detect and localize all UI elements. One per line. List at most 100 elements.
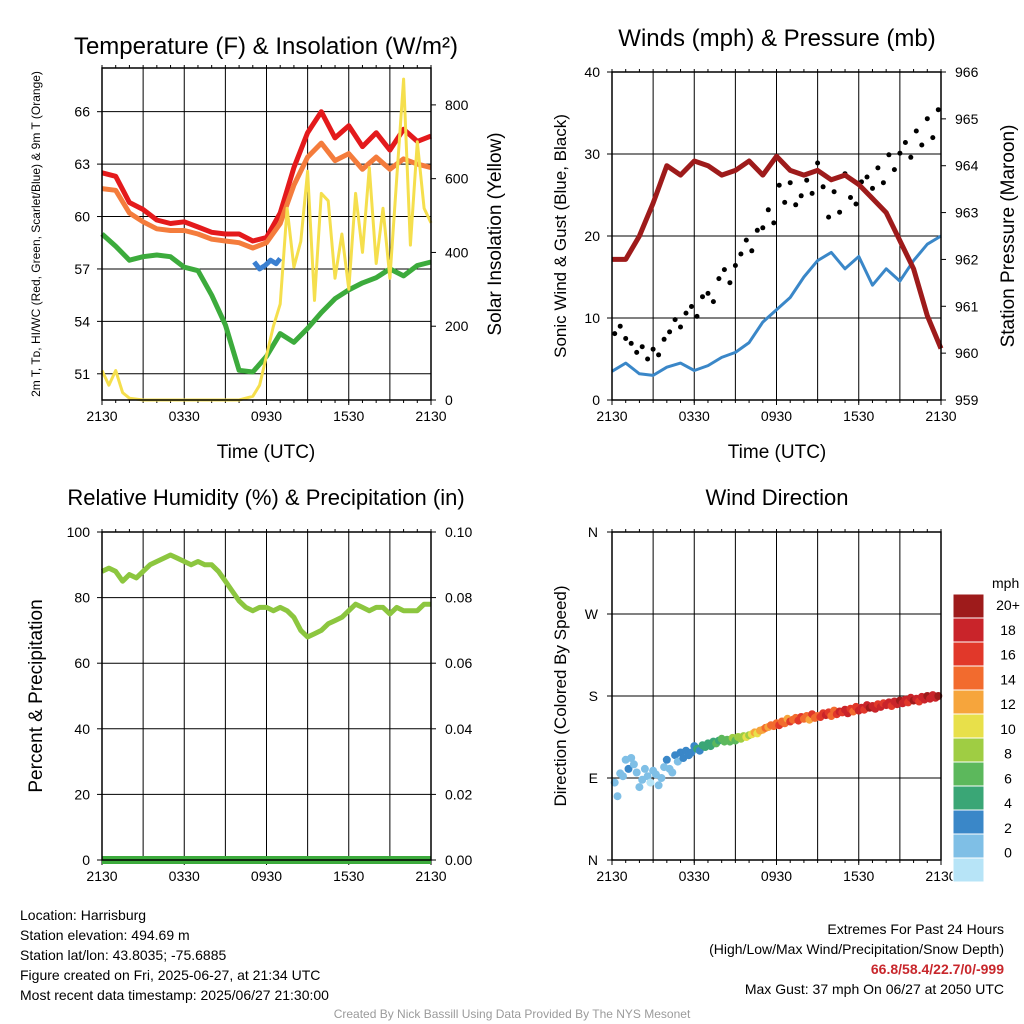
wind-ytick-right-label: 959 bbox=[955, 392, 979, 408]
direction-point bbox=[632, 768, 641, 777]
rh-xtick-label: 1530 bbox=[333, 868, 364, 884]
wind-ytick-right-label: 963 bbox=[955, 205, 979, 221]
rh-ytick-label: 100 bbox=[67, 524, 91, 540]
temp-ylabel-right: Solar Insolation (Yellow) bbox=[485, 132, 506, 335]
wind-ylabel-right: Station Pressure (Maroon) bbox=[998, 125, 1019, 348]
gust-point bbox=[705, 290, 711, 296]
gust-point bbox=[919, 142, 925, 148]
gust-point bbox=[776, 182, 782, 188]
rh-ytick-right-label: 0.10 bbox=[445, 524, 472, 540]
gust-point bbox=[694, 313, 700, 319]
direction-point bbox=[635, 783, 644, 792]
temp-ylabel-left: 2m T, Tᴅ, HI/WC (Red, Green, Scarlet/Blu… bbox=[29, 71, 43, 397]
gust-point bbox=[672, 317, 678, 323]
temp-ytick-right-label: 0 bbox=[445, 392, 453, 408]
colorbar-label: 14 bbox=[1000, 671, 1016, 687]
gust-point bbox=[787, 180, 793, 186]
location-text: Location: Harrisburg bbox=[20, 907, 147, 923]
rh-ytick-label: 40 bbox=[74, 721, 90, 737]
colorbar-label: 12 bbox=[1000, 696, 1016, 712]
gust-point bbox=[902, 140, 908, 145]
temp-ytick-label: 60 bbox=[74, 209, 90, 225]
dir-ytick-label: N bbox=[588, 852, 598, 868]
wind-ytick-label: 20 bbox=[584, 228, 600, 244]
max-gust-text: Max Gust: 37 mph On 06/27 at 2050 UTC bbox=[744, 981, 1004, 997]
gust-point bbox=[754, 227, 760, 233]
gust-point bbox=[837, 209, 843, 215]
elevation-text: Station elevation: 494.69 m bbox=[20, 927, 190, 943]
colorbar-label: 6 bbox=[1004, 770, 1012, 786]
gust-point bbox=[815, 160, 821, 166]
direction-point bbox=[624, 764, 633, 773]
gust-point bbox=[908, 154, 914, 160]
rh-xtick-label: 2130 bbox=[415, 868, 446, 884]
gust-point bbox=[727, 280, 733, 286]
temp-xtick-label: 1530 bbox=[333, 408, 364, 424]
direction-point bbox=[657, 774, 666, 782]
wind-ytick-right-label: 966 bbox=[955, 64, 979, 80]
rh-plot: 0 20 40 60 80 100 0.00 0.02 0.04 0.06 0.08 0.10 2130… bbox=[26, 485, 472, 884]
direction-point bbox=[619, 772, 627, 781]
rh-ytick-right-label: 0.06 bbox=[445, 655, 472, 671]
wind-ytick-right-label: 961 bbox=[955, 298, 979, 314]
wind-xtick-label: 0330 bbox=[679, 408, 710, 424]
gust-point bbox=[913, 128, 919, 134]
wind-frame bbox=[611, 71, 942, 401]
extremes-values: 66.8/58.4/22.7/0/-999 bbox=[870, 961, 1004, 977]
temp-ytick-label: 54 bbox=[74, 313, 90, 329]
gust-point bbox=[870, 185, 875, 191]
temp-ytick-label: 63 bbox=[74, 156, 90, 172]
colorbar-label: 2 bbox=[1004, 820, 1012, 836]
gust-point bbox=[760, 225, 766, 231]
wind-title: Winds (mph) & Pressure (mb) bbox=[618, 25, 935, 52]
speed-colorbar: mph 20+ 18 16 14 12 10 8 6 4 2 0 bbox=[952, 575, 1020, 883]
wind-xtick-label: 2130 bbox=[925, 408, 956, 424]
dir-ytick-label: W bbox=[585, 606, 599, 622]
gust-point bbox=[738, 251, 744, 257]
gust-point bbox=[667, 329, 673, 335]
created-text: Figure created on Fri, 2025-06-27, at 21… bbox=[20, 967, 321, 983]
direction-point bbox=[654, 781, 663, 790]
rh-ytick-right-label: 0.02 bbox=[445, 786, 472, 802]
gust-point bbox=[826, 214, 832, 220]
gust-point bbox=[683, 310, 689, 316]
gust-point bbox=[721, 267, 727, 273]
temp-ytick-right-label: 800 bbox=[445, 97, 469, 113]
colorbar-label: 10 bbox=[1000, 721, 1016, 737]
rh-xtick-label: 0330 bbox=[169, 868, 200, 884]
temp-ytick-right-label: 200 bbox=[445, 318, 469, 334]
gust-point bbox=[743, 237, 749, 243]
temp-title: Temperature (F) & Insolation (W/m²) bbox=[74, 33, 458, 60]
gust-point bbox=[782, 199, 788, 205]
direction-point bbox=[646, 778, 655, 787]
wind-ytick-label: 30 bbox=[584, 146, 600, 162]
wind-plot: 0 10 20 30 40 959 960 961 962 963 964 965 966 2130 033… bbox=[551, 25, 1019, 463]
gust-point bbox=[716, 276, 722, 282]
colorbar-label: 0 bbox=[1004, 845, 1012, 861]
dir-frame bbox=[611, 531, 942, 861]
gust-point bbox=[623, 336, 629, 341]
station-info: Location: Harrisburg Station elevation: … bbox=[20, 905, 329, 1005]
gust-point bbox=[645, 356, 651, 362]
gust-point bbox=[700, 294, 705, 300]
temp-ytick-right-label: 600 bbox=[445, 171, 469, 187]
colorbar-label: 18 bbox=[1000, 622, 1016, 638]
dir-ylabel-left: Direction (Colored By Speed) bbox=[551, 585, 570, 806]
extremes-info: Extremes For Past 24 Hours (High/Low/Max… bbox=[709, 919, 1004, 999]
temp-xlabel: Time (UTC) bbox=[217, 442, 316, 463]
gust-point bbox=[661, 336, 667, 342]
direction-point bbox=[627, 754, 636, 762]
gust-point bbox=[880, 180, 886, 186]
temp-xtick-label: 2130 bbox=[415, 408, 446, 424]
dir-xtick-label: 1530 bbox=[843, 868, 874, 884]
temp-xtick-label: 0330 bbox=[169, 408, 200, 424]
gust-point bbox=[732, 263, 738, 268]
gust-point bbox=[891, 167, 897, 173]
dir-title: Wind Direction bbox=[705, 485, 848, 510]
dir-xtick-label: 0930 bbox=[761, 868, 792, 884]
recent-data-text: Most recent data timestamp: 2025/06/27 2… bbox=[20, 987, 329, 1003]
temp-ytick-right-label: 400 bbox=[445, 244, 469, 260]
wind-ytick-right-label: 965 bbox=[955, 111, 979, 127]
